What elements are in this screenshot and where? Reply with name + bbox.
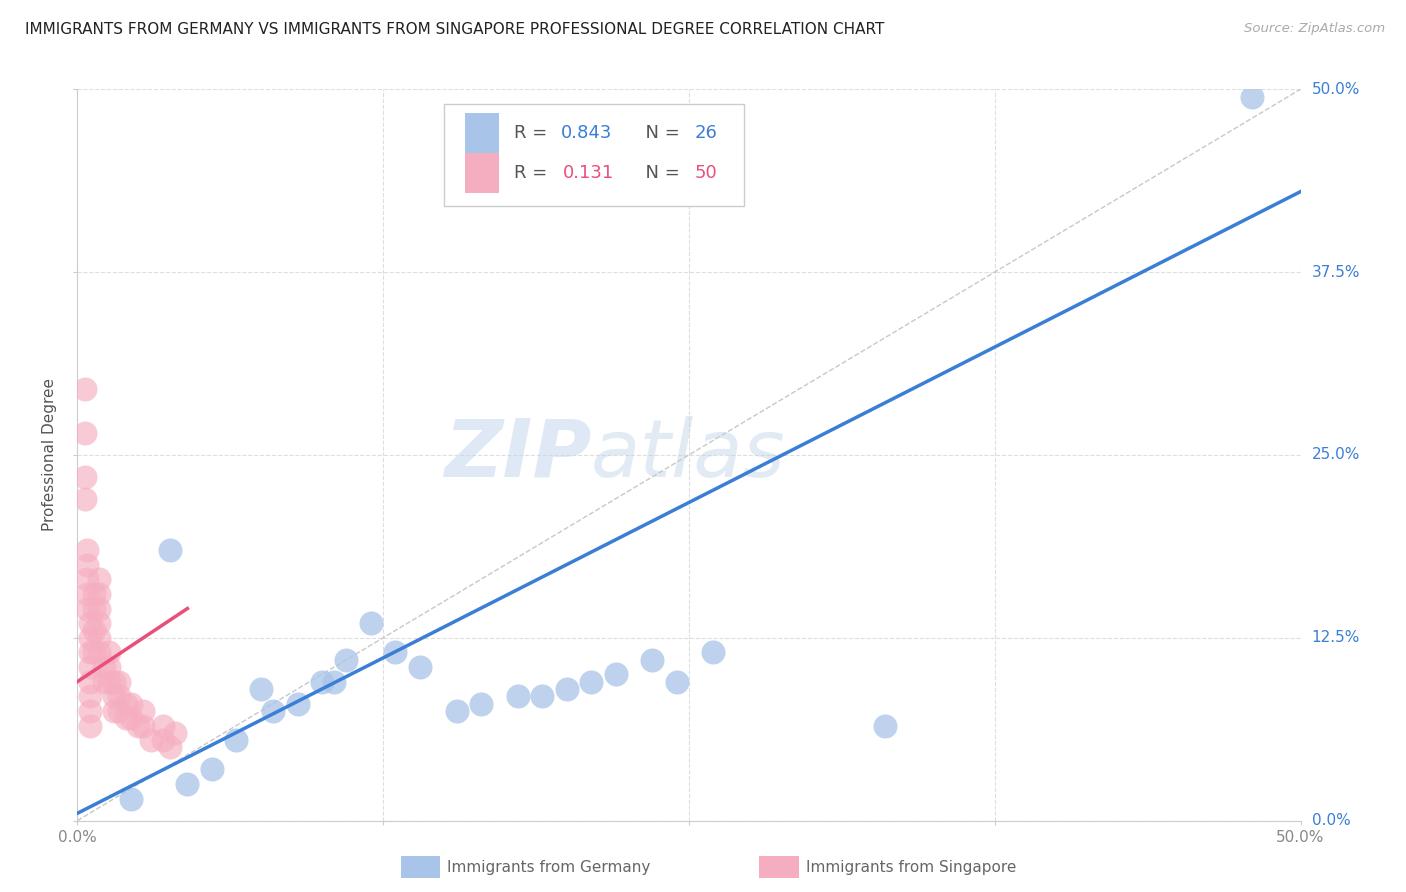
Point: [1240, 89, 1263, 103]
Text: 0.0%: 0.0%: [1312, 814, 1350, 828]
Point: [409, 660, 432, 674]
Point: [76, 587, 98, 601]
Text: 50.0%: 50.0%: [1312, 82, 1360, 96]
Point: [446, 704, 468, 718]
Point: [83, 587, 105, 601]
Point: [79, 704, 101, 718]
Text: N =: N =: [634, 164, 685, 182]
Text: N =: N =: [634, 124, 685, 142]
Point: [103, 674, 125, 689]
Point: [641, 653, 664, 667]
Text: 0.131: 0.131: [562, 164, 614, 182]
Point: [83, 645, 105, 659]
Point: [201, 763, 224, 777]
Point: [89, 572, 111, 586]
Point: [89, 601, 111, 615]
Point: [120, 711, 142, 725]
Point: [115, 711, 138, 725]
Point: [103, 690, 125, 704]
Point: [83, 601, 105, 615]
Point: [384, 645, 406, 659]
Point: [73, 382, 96, 396]
Point: [108, 690, 131, 704]
Point: [605, 667, 627, 681]
FancyBboxPatch shape: [444, 103, 744, 206]
Point: [108, 674, 131, 689]
Point: [470, 697, 492, 711]
Point: [360, 616, 382, 631]
Point: [323, 674, 346, 689]
Point: [73, 425, 96, 440]
Point: [250, 681, 273, 696]
Point: [115, 697, 138, 711]
Text: 0.843: 0.843: [561, 124, 612, 142]
Point: [93, 674, 115, 689]
Text: Immigrants from Singapore: Immigrants from Singapore: [806, 860, 1017, 874]
Point: [132, 704, 155, 718]
FancyBboxPatch shape: [465, 153, 499, 194]
Text: 37.5%: 37.5%: [1312, 265, 1360, 279]
Point: [152, 718, 174, 732]
Point: [89, 616, 111, 631]
Point: [79, 616, 101, 631]
Point: [89, 645, 111, 659]
Text: atlas: atlas: [591, 416, 786, 494]
Point: [98, 660, 121, 674]
Point: [165, 726, 187, 740]
Point: [159, 740, 181, 755]
Point: [120, 791, 142, 805]
Point: [127, 718, 149, 732]
Point: [93, 660, 115, 674]
Y-axis label: Professional Degree: Professional Degree: [42, 378, 58, 532]
Point: [159, 543, 181, 558]
Point: [152, 733, 174, 747]
Point: [702, 645, 724, 659]
Text: R =: R =: [515, 124, 553, 142]
Point: [335, 653, 357, 667]
Point: [73, 470, 96, 484]
Point: [555, 681, 578, 696]
Text: IMMIGRANTS FROM GERMANY VS IMMIGRANTS FROM SINGAPORE PROFESSIONAL DEGREE CORRELA: IMMIGRANTS FROM GERMANY VS IMMIGRANTS FR…: [25, 22, 884, 37]
Point: [79, 645, 101, 659]
Text: 50: 50: [695, 164, 718, 182]
Point: [76, 558, 98, 572]
Point: [287, 697, 309, 711]
Point: [531, 690, 554, 704]
FancyBboxPatch shape: [465, 113, 499, 153]
Text: 26: 26: [695, 124, 718, 142]
Point: [506, 690, 529, 704]
Text: Source: ZipAtlas.com: Source: ZipAtlas.com: [1244, 22, 1385, 36]
Text: 25.0%: 25.0%: [1312, 448, 1360, 462]
Point: [98, 645, 121, 659]
Point: [579, 674, 602, 689]
Point: [98, 674, 121, 689]
Text: Immigrants from Germany: Immigrants from Germany: [447, 860, 651, 874]
Point: [79, 718, 101, 732]
Point: [89, 587, 111, 601]
Point: [262, 704, 284, 718]
Point: [76, 601, 98, 615]
Point: [665, 674, 688, 689]
Point: [79, 690, 101, 704]
Point: [73, 491, 96, 506]
Point: [89, 631, 111, 645]
Text: ZIP: ZIP: [444, 416, 591, 494]
Point: [79, 660, 101, 674]
Point: [132, 718, 155, 732]
Point: [108, 704, 131, 718]
Point: [76, 543, 98, 558]
Point: [79, 674, 101, 689]
Text: 12.5%: 12.5%: [1312, 631, 1360, 645]
Point: [103, 704, 125, 718]
Point: [873, 718, 896, 732]
Point: [139, 733, 162, 747]
Point: [311, 674, 333, 689]
Point: [76, 572, 98, 586]
Text: R =: R =: [515, 164, 558, 182]
Point: [83, 624, 105, 638]
Point: [79, 631, 101, 645]
Point: [176, 777, 198, 791]
Point: [225, 733, 247, 747]
Point: [120, 697, 142, 711]
